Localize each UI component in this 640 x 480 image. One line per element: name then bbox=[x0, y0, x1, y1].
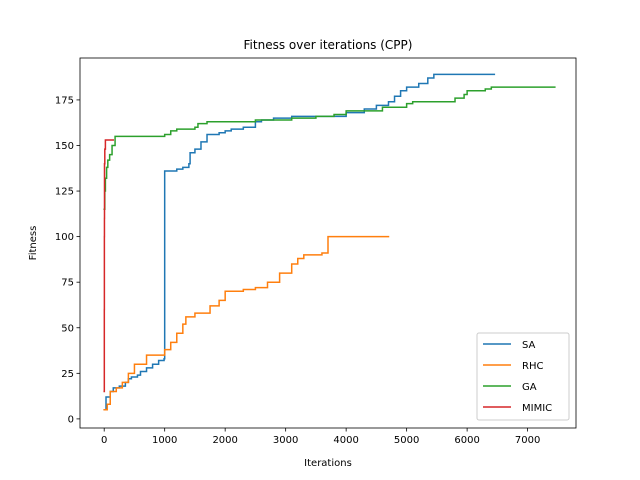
x-tick-label: 4000 bbox=[333, 435, 358, 446]
y-tick-label: 125 bbox=[55, 187, 74, 198]
y-tick-label: 50 bbox=[61, 323, 74, 334]
legend: SA RHC GA MIMIC bbox=[476, 332, 570, 421]
legend-label-rhc: RHC bbox=[522, 361, 543, 372]
legend-label-ga: GA bbox=[522, 382, 537, 393]
plot-frame bbox=[79, 57, 577, 429]
x-tick-label: 3000 bbox=[273, 435, 298, 446]
series-line-sa bbox=[103, 73, 496, 411]
series-line-mimic bbox=[103, 139, 115, 393]
y-tick-label: 25 bbox=[61, 369, 74, 380]
y-tick-label: 100 bbox=[55, 232, 74, 243]
ticks-layer: 0 1000 2000 3000 4000 5000 6000 7000 0 25 50 75 100 1… bbox=[55, 95, 540, 446]
y-tick-label: 0 bbox=[68, 414, 74, 425]
series-line-rhc bbox=[103, 235, 390, 411]
series-line-ga bbox=[103, 86, 556, 211]
x-tick-label: 6000 bbox=[454, 435, 479, 446]
x-tick-label: 1000 bbox=[152, 435, 177, 446]
y-tick-label: 175 bbox=[55, 95, 74, 106]
chart-title: Fitness over iterations (CPP) bbox=[244, 38, 413, 52]
x-axis-label: Iterations bbox=[304, 458, 352, 469]
x-tick-label: 5000 bbox=[394, 435, 419, 446]
x-tick-label: 7000 bbox=[515, 435, 540, 446]
x-tick-label: 2000 bbox=[212, 435, 237, 446]
legend-label-sa: SA bbox=[522, 340, 536, 351]
series-layer bbox=[103, 73, 556, 411]
legend-label-mimic: MIMIC bbox=[522, 403, 552, 414]
y-tick-label: 75 bbox=[61, 278, 74, 289]
x-tick-label: 0 bbox=[101, 435, 107, 446]
y-tick-label: 150 bbox=[55, 141, 74, 152]
legend-frame bbox=[476, 332, 570, 421]
y-axis-label: Fitness bbox=[28, 226, 39, 261]
